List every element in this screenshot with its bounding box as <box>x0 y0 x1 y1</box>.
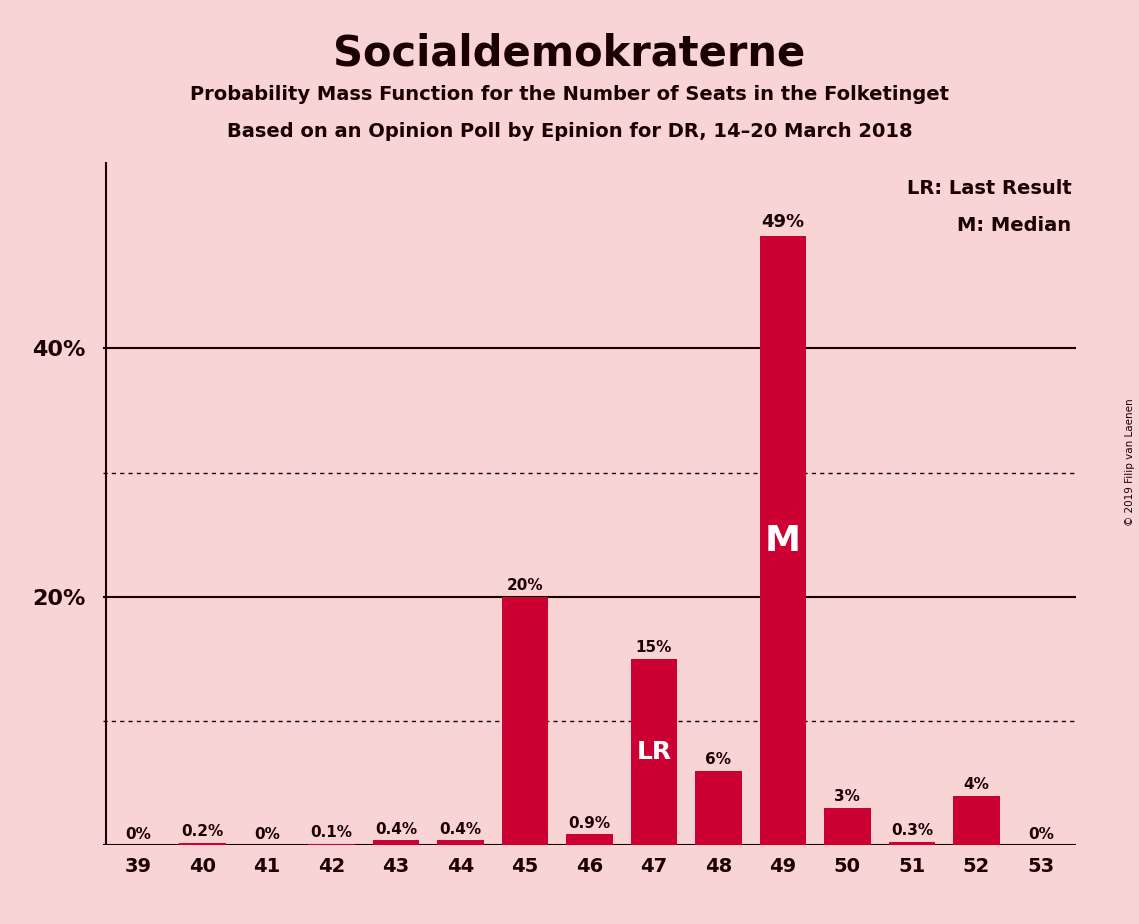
Text: Based on an Opinion Poll by Epinion for DR, 14–20 March 2018: Based on an Opinion Poll by Epinion for … <box>227 122 912 141</box>
Text: 49%: 49% <box>761 213 804 231</box>
Text: M: M <box>765 524 801 558</box>
Text: 0.2%: 0.2% <box>181 824 223 839</box>
Text: LR: LR <box>637 740 672 764</box>
Text: 20%: 20% <box>507 578 543 593</box>
Bar <box>372 841 419 845</box>
Bar <box>825 808 870 845</box>
Bar <box>631 659 678 845</box>
Text: © 2019 Filip van Laenen: © 2019 Filip van Laenen <box>1125 398 1134 526</box>
Text: 6%: 6% <box>705 752 731 767</box>
Bar <box>695 771 741 845</box>
Text: LR: Last Result: LR: Last Result <box>907 179 1072 198</box>
Text: 0.3%: 0.3% <box>891 823 933 838</box>
Text: 0.1%: 0.1% <box>311 825 352 841</box>
Bar <box>953 796 1000 845</box>
Bar <box>179 843 226 845</box>
Text: 0%: 0% <box>1027 827 1054 842</box>
Bar <box>760 237 806 845</box>
Text: 0%: 0% <box>254 827 280 842</box>
Text: Socialdemokraterne: Socialdemokraterne <box>334 32 805 74</box>
Text: 4%: 4% <box>964 777 990 792</box>
Text: 0.9%: 0.9% <box>568 816 611 831</box>
Bar <box>566 834 613 845</box>
Text: M: Median: M: Median <box>958 216 1072 236</box>
Bar <box>501 597 548 845</box>
Text: 0.4%: 0.4% <box>375 821 417 837</box>
Text: 0%: 0% <box>125 827 151 842</box>
Bar <box>437 841 484 845</box>
Text: Probability Mass Function for the Number of Seats in the Folketinget: Probability Mass Function for the Number… <box>190 85 949 104</box>
Text: 3%: 3% <box>835 789 860 805</box>
Text: 15%: 15% <box>636 640 672 655</box>
Text: 0.4%: 0.4% <box>440 821 482 837</box>
Bar <box>888 842 935 845</box>
